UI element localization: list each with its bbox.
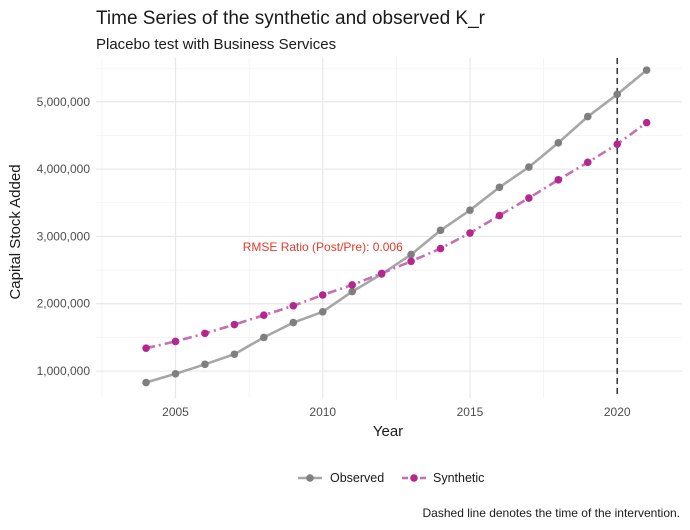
legend-synthetic-label: Synthetic — [433, 471, 484, 485]
point-synthetic — [583, 158, 592, 167]
x-tick-label: 2015 — [457, 405, 484, 419]
point-synthetic — [201, 329, 209, 338]
x-axis-ticks: 2005 2010 2015 2020 — [162, 405, 631, 419]
point-observed — [348, 287, 356, 296]
point-observed — [495, 183, 504, 192]
point-synthetic — [436, 244, 445, 253]
legend-synthetic-marker — [410, 474, 418, 482]
point-synthetic — [289, 301, 298, 310]
point-synthetic — [377, 269, 386, 278]
point-synthetic — [613, 140, 622, 148]
caption: Dashed line denotes the time of the inte… — [423, 506, 681, 520]
series-line-observed — [145, 69, 648, 384]
point-observed — [613, 90, 622, 99]
minor-gridlines — [96, 58, 682, 398]
y-tick-label: 5,000,000 — [37, 95, 91, 109]
point-observed — [525, 163, 533, 171]
point-synthetic — [495, 211, 504, 220]
x-tick-label: 2020 — [604, 405, 631, 419]
major-gridlines — [96, 58, 682, 398]
y-axis-ticks: 1,000,000 2,000,000 3,000,000 4,000,000 5,00… — [37, 95, 91, 378]
x-axis-title: Year — [373, 423, 403, 440]
point-synthetic — [407, 257, 415, 266]
x-tick-label: 2005 — [162, 405, 189, 419]
legend: Observed Synthetic — [298, 471, 484, 485]
chart-subtitle: Placebo test with Business Services — [96, 36, 336, 53]
legend-observed-label: Observed — [330, 471, 384, 485]
point-synthetic — [171, 337, 180, 346]
point-synthetic — [642, 118, 651, 127]
rmse-annotation: RMSE Ratio (Post/Pre): 0.006 — [243, 240, 403, 254]
legend-observed-marker — [306, 474, 314, 482]
point-observed — [260, 333, 268, 342]
point-observed — [436, 226, 445, 235]
point-synthetic — [260, 311, 268, 319]
y-tick-label: 2,000,000 — [37, 297, 91, 311]
y-tick-label: 1,000,000 — [37, 364, 91, 378]
point-synthetic — [466, 229, 474, 237]
chart-title: Time Series of the synthetic and observe… — [96, 8, 486, 29]
point-synthetic — [554, 176, 563, 184]
point-synthetic — [230, 320, 239, 329]
point-observed — [583, 112, 592, 121]
point-synthetic — [318, 291, 327, 299]
point-synthetic — [525, 194, 533, 202]
point-observed — [230, 350, 239, 359]
point-observed — [466, 206, 474, 214]
point-observed — [289, 318, 298, 327]
point-observed — [554, 139, 563, 147]
point-synthetic — [348, 281, 356, 289]
x-tick-label: 2010 — [309, 405, 336, 419]
y-tick-label: 3,000,000 — [37, 229, 91, 243]
point-observed — [171, 369, 180, 378]
point-observed — [642, 66, 651, 74]
y-tick-label: 4,000,000 — [37, 162, 91, 176]
point-observed — [318, 308, 327, 316]
point-observed — [142, 378, 150, 387]
series-layer — [142, 66, 651, 387]
y-axis-title: Capital Stock Added — [7, 164, 24, 299]
point-observed — [201, 360, 209, 369]
point-synthetic — [142, 344, 150, 352]
point-observed — [407, 250, 415, 259]
